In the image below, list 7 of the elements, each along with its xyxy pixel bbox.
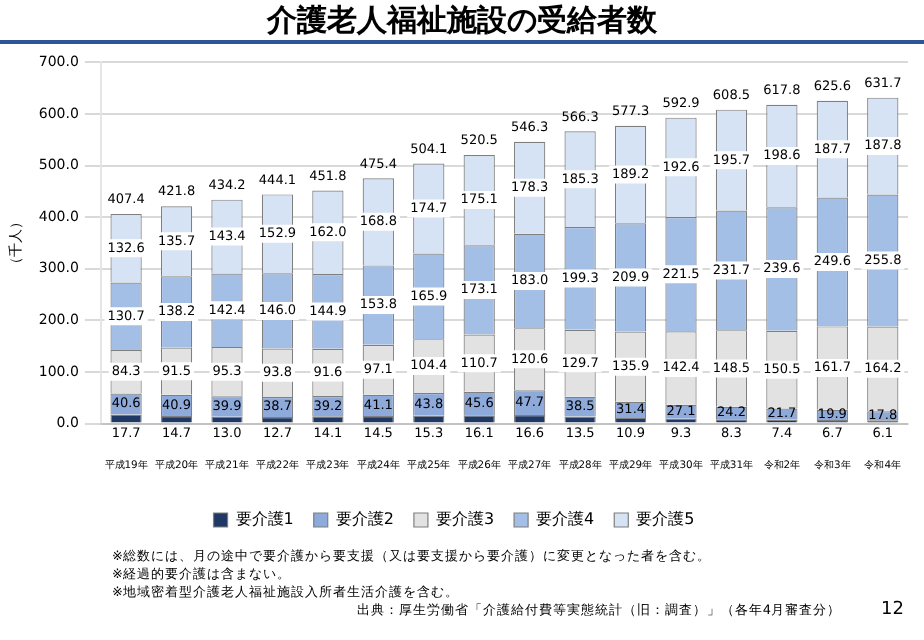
legend-label: 要介護5 xyxy=(636,510,695,529)
legend-label: 要介護3 xyxy=(435,510,495,529)
legend-label: 要介護1 xyxy=(235,510,294,529)
chart-title: 介護老人福祉施設の受給者数 xyxy=(264,0,659,40)
text: 12 xyxy=(881,600,904,620)
legend-label: 要介護4 xyxy=(536,510,595,529)
legend-label: 要介護2 xyxy=(335,510,394,529)
